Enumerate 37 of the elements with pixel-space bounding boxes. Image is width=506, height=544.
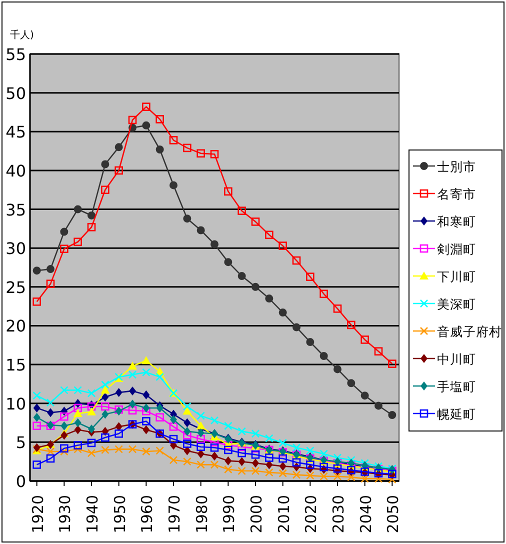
y-tick-label: 10	[6, 394, 26, 414]
legend-label: 下川町	[437, 269, 476, 284]
x-tick-label: 2040	[356, 495, 375, 534]
y-axis-title: 千人)	[10, 29, 34, 41]
y-tick-label: 25	[6, 278, 26, 297]
legend-label: 手塩町	[437, 379, 476, 394]
x-tick-label: 1940	[84, 495, 102, 534]
y-tick-label: 30	[6, 239, 26, 258]
x-tick-label: 2010	[274, 495, 293, 534]
x-tick-label: 1970	[166, 495, 184, 534]
x-tick-label: 1980	[192, 495, 211, 534]
x-tick-label: 2000	[248, 495, 266, 534]
legend-label: 和寒町	[437, 214, 476, 229]
y-tick-label: 55	[6, 45, 26, 64]
x-tick-label: 1990	[220, 495, 238, 534]
y-tick-label: 45	[6, 122, 26, 142]
y-tick-label: 50	[6, 84, 26, 103]
legend-label: 中川町	[437, 352, 476, 366]
legend-label: 音威子府村	[437, 324, 502, 339]
legend-label: 美深町	[437, 296, 476, 312]
legend-label: 幌延町	[437, 406, 476, 422]
y-tick-label: 20	[6, 316, 26, 336]
y-tick-label: 35	[6, 200, 26, 220]
x-tick-label: 2050	[384, 495, 402, 534]
x-tick-label: 1930	[56, 495, 74, 534]
legend-label: 剣淵町	[437, 242, 476, 256]
x-tick-label: 2020	[302, 495, 320, 534]
legend-label: 名寄市	[437, 186, 476, 202]
y-tick-label: 40	[6, 161, 26, 180]
x-tick-label: 1950	[110, 495, 129, 534]
x-tick-label: 1960	[138, 495, 156, 534]
legend-label: 士別市	[437, 159, 476, 174]
x-tick-label: 2030	[330, 495, 348, 534]
y-tick-label: 5	[16, 433, 26, 452]
y-tick-label: 0	[16, 472, 26, 491]
x-tick-label: 1920	[28, 495, 47, 534]
y-tick-label: 15	[6, 356, 26, 375]
